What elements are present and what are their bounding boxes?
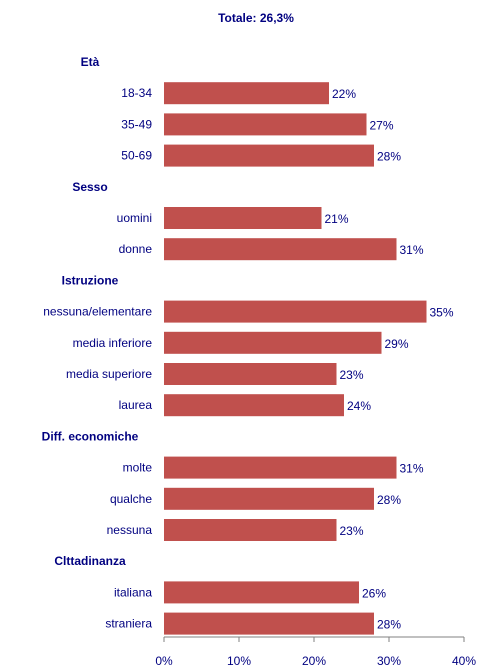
category-label: 35-49 <box>121 117 152 131</box>
data-label: 28% <box>377 493 401 507</box>
category-label: uomini <box>117 211 152 225</box>
category-label: donne <box>119 242 153 256</box>
bar <box>164 612 374 635</box>
group-label: Clttadinanza <box>54 554 126 568</box>
bar <box>164 394 344 417</box>
data-label: 23% <box>340 524 364 538</box>
data-label: 27% <box>370 118 394 132</box>
data-label: 31% <box>400 243 424 257</box>
data-label: 35% <box>430 306 454 320</box>
bar <box>164 113 367 136</box>
x-tick-label: 10% <box>227 654 251 668</box>
category-label: nessuna/elementare <box>43 305 152 319</box>
x-tick-label: 40% <box>452 654 476 668</box>
bar <box>164 82 329 105</box>
bar <box>164 519 337 541</box>
category-label: molte <box>123 461 153 475</box>
category-label: media inferiore <box>73 336 153 350</box>
bar <box>164 456 397 479</box>
category-label: nessuna <box>107 523 153 537</box>
data-label: 21% <box>325 212 349 226</box>
group-label: Età <box>81 55 100 69</box>
category-label: media superiore <box>66 367 152 381</box>
bar <box>164 581 359 604</box>
group-label: Sesso <box>72 180 107 194</box>
bar <box>164 363 337 385</box>
data-label: 24% <box>347 399 371 413</box>
category-label: 50-69 <box>121 149 152 163</box>
group-label: Istruzione <box>62 273 119 287</box>
bar <box>164 207 322 229</box>
bar <box>164 144 374 167</box>
category-label: qualche <box>110 492 152 506</box>
bar <box>164 238 397 261</box>
category-label: straniera <box>105 617 152 631</box>
group-label: Diff. economiche <box>42 429 139 443</box>
data-label: 29% <box>385 337 409 351</box>
category-label: italiana <box>114 585 152 599</box>
bar <box>164 487 374 510</box>
x-tick-label: 0% <box>155 654 173 668</box>
data-label: 28% <box>377 618 401 632</box>
bar <box>164 300 427 323</box>
data-label: 31% <box>400 462 424 476</box>
bar <box>164 331 382 354</box>
data-label: 28% <box>377 150 401 164</box>
chart-title: Totale: 26,3% <box>218 11 294 25</box>
x-tick-label: 30% <box>377 654 401 668</box>
category-label: laurea <box>119 398 153 412</box>
x-tick-label: 20% <box>302 654 326 668</box>
category-label: 18-34 <box>121 86 152 100</box>
data-label: 22% <box>332 87 356 101</box>
data-label: 26% <box>362 586 386 600</box>
data-label: 23% <box>340 368 364 382</box>
